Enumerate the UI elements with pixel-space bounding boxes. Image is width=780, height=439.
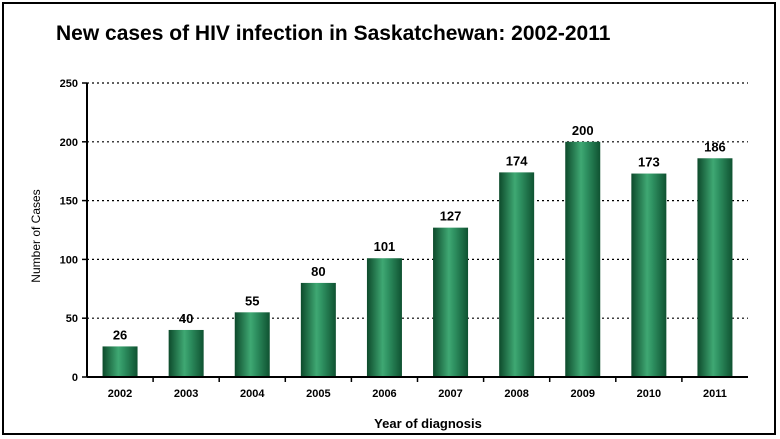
x-tick-label: 2009 xyxy=(571,388,595,400)
x-tick-label: 2002 xyxy=(108,388,132,400)
y-tick-label: 250 xyxy=(60,78,78,90)
bar xyxy=(300,282,336,377)
x-tick-label: 2011 xyxy=(703,388,727,400)
bar xyxy=(366,258,402,377)
data-label: 101 xyxy=(374,239,396,254)
bar xyxy=(565,141,601,377)
data-label: 186 xyxy=(704,139,726,154)
data-label: 174 xyxy=(506,153,528,168)
chart-title: New cases of HIV infection in Saskatchew… xyxy=(56,22,611,45)
x-tick-label: 2010 xyxy=(637,388,661,400)
x-tick-label: 2003 xyxy=(174,388,198,400)
x-tick-label: 2006 xyxy=(372,388,396,400)
bar xyxy=(433,227,469,377)
y-tick-label: 0 xyxy=(72,372,78,384)
data-label: 200 xyxy=(572,123,594,138)
bar xyxy=(168,329,204,377)
x-tick-label: 2007 xyxy=(438,388,462,400)
bar xyxy=(499,172,535,377)
data-label: 40 xyxy=(179,311,193,326)
bar xyxy=(102,346,138,377)
y-tick-label: 50 xyxy=(66,313,78,325)
bar xyxy=(631,173,667,377)
y-tick-label: 150 xyxy=(60,196,78,208)
y-tick-label: 200 xyxy=(60,137,78,149)
x-axis-label: Year of diagnosis xyxy=(374,416,482,431)
y-axis-label: Number of Cases xyxy=(29,189,43,282)
bar xyxy=(697,158,733,377)
bar xyxy=(234,312,270,377)
data-label: 127 xyxy=(440,209,462,224)
data-label: 55 xyxy=(245,293,259,308)
data-label: 26 xyxy=(113,327,127,342)
x-tick-label: 2008 xyxy=(504,388,528,400)
data-label: 80 xyxy=(311,264,325,279)
y-tick-label: 100 xyxy=(60,254,78,266)
x-tick-label: 2004 xyxy=(240,388,265,400)
data-label: 173 xyxy=(638,155,660,170)
x-tick-label: 2005 xyxy=(306,388,330,400)
